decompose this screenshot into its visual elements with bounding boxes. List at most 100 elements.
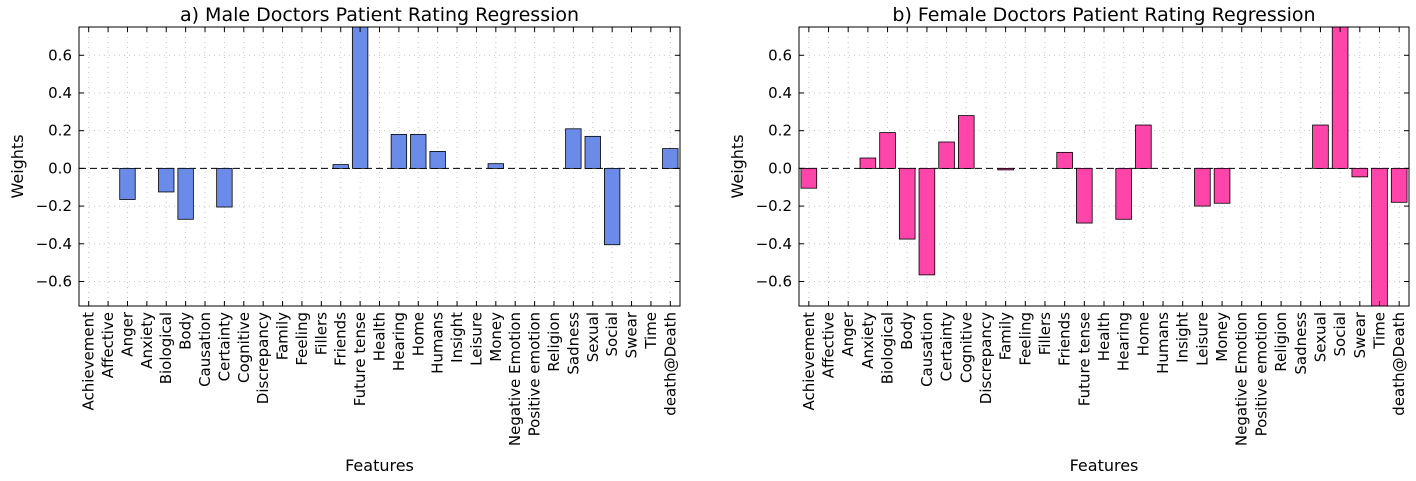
x-tick-label: Cognitive — [235, 312, 253, 383]
x-tick-label: Certainty — [215, 312, 233, 381]
bar-biological — [879, 132, 896, 169]
y-tick-label: 0.4 — [768, 84, 792, 102]
x-tick-label: Biological — [157, 312, 175, 384]
bar-hearing — [390, 134, 408, 169]
x-tick-label: Body — [898, 312, 916, 350]
bar-money — [487, 163, 504, 169]
bar-causation — [918, 167, 936, 276]
y-tick-label: −0.4 — [36, 235, 72, 253]
chart-title: a) Male Doctors Patient Rating Regressio… — [180, 4, 579, 26]
x-tick-label: Biological — [879, 312, 897, 384]
x-tick-label: Negative Emotion — [1233, 312, 1251, 446]
x-tick-label: Money — [1213, 312, 1231, 362]
bar-family — [997, 167, 1014, 171]
bar-sexual — [584, 135, 601, 169]
x-tick-label: Anxiety — [138, 312, 156, 369]
bar-certainty — [216, 167, 233, 208]
x-tick-label: Home — [1134, 312, 1152, 356]
x-tick-label: Time — [1370, 312, 1388, 350]
x-tick-label: Achievement — [80, 312, 98, 411]
x-tick-label: Friends — [1056, 312, 1074, 366]
x-tick-label: Negative Emotion — [506, 312, 524, 446]
bar-future-tense — [351, 26, 369, 169]
y-tick-label: −0.6 — [36, 272, 72, 290]
x-tick-label: Friends — [332, 312, 350, 366]
x-tick-label: Positive emotion — [526, 312, 544, 436]
x-tick-label: Family — [997, 312, 1015, 360]
x-tick-label: Swear — [623, 311, 641, 358]
x-tick-label: Future tense — [351, 312, 369, 406]
x-tick-label: Humans — [1154, 312, 1172, 374]
x-tick-label: Health — [1095, 312, 1113, 361]
chart-title: b) Female Doctors Patient Rating Regress… — [892, 4, 1315, 26]
y-tick-label: −0.4 — [756, 235, 792, 253]
x-tick-label: Positive emotion — [1252, 312, 1270, 436]
x-tick-label: Affective — [99, 312, 117, 378]
x-tick-label: Cognitive — [957, 312, 975, 383]
x-tick-label: Anxiety — [859, 312, 877, 369]
bar-death-death — [1390, 167, 1408, 203]
x-tick-label: death@Death — [1390, 312, 1408, 416]
x-axis-label: Features — [1070, 456, 1139, 475]
x-tick-label: Religion — [1272, 312, 1290, 372]
bar-body — [177, 167, 194, 220]
y-tick-label: 0.2 — [768, 122, 792, 140]
y-tick-label: 0.0 — [768, 159, 792, 177]
bar-friends — [1056, 151, 1073, 169]
chart-female-doctors: −0.6 −0.4 −0.2 0.0 0.2 0.4 0.6 Achievement Affec… — [728, 4, 1410, 475]
bar-social — [1331, 26, 1349, 169]
x-tick-label: Feeling — [293, 312, 311, 366]
x-tick-label: Achievement — [800, 312, 818, 411]
bar-leisure — [1194, 167, 1211, 207]
x-tick-label: Discrepancy — [977, 312, 995, 404]
x-tick-label: Sadness — [564, 312, 582, 375]
x-tick-label: Money — [487, 312, 505, 362]
x-tick-label: Time — [642, 312, 660, 350]
x-tick-label: Fillers — [1036, 312, 1054, 355]
x-tick-label: death@Death — [661, 312, 679, 416]
y-axis-label: Weights — [728, 134, 747, 198]
bar-social — [603, 167, 621, 246]
x-tick-label: Anger — [839, 311, 857, 357]
x-tick-label: Hearing — [1115, 312, 1133, 371]
y-tick-label: −0.2 — [756, 197, 792, 215]
x-tick-label: Sadness — [1292, 312, 1310, 375]
bar-home — [1135, 124, 1152, 169]
bar-cognitive — [957, 115, 975, 169]
x-tick-label: Swear — [1351, 311, 1369, 358]
x-tick-label: Hearing — [390, 312, 408, 371]
bar-sadness — [565, 128, 582, 169]
x-tick-label: Certainty — [938, 312, 956, 381]
x-tick-label: Body — [177, 312, 195, 350]
x-axis-label: Features — [345, 456, 414, 475]
x-tick-label: Social — [1331, 312, 1349, 356]
bar-home — [410, 134, 427, 169]
y-tick-label: 0.2 — [48, 122, 72, 140]
chart-male-doctors: −0.6 −0.4 −0.2 0.0 0.2 0.4 0.6 Achievement Affec… — [8, 4, 681, 475]
bar-certainty — [938, 141, 955, 169]
y-tick-label: 0.0 — [48, 159, 72, 177]
x-tick-label: Home — [409, 312, 427, 356]
bar-achievement — [800, 167, 818, 189]
x-tick-label: Affective — [820, 312, 838, 378]
x-tick-label: Insight — [448, 312, 466, 363]
y-tick-label: 0.4 — [48, 84, 72, 102]
bar-body — [898, 167, 916, 240]
x-tick-label: Causation — [196, 312, 214, 387]
x-tick-label: Future tense — [1075, 312, 1093, 406]
bar-humans — [429, 151, 446, 169]
bar-anxiety — [859, 157, 877, 169]
bar-sexual — [1312, 124, 1329, 169]
bar-swear — [1351, 167, 1369, 178]
bar-friends — [332, 164, 349, 169]
x-tick-label: Discrepancy — [254, 312, 272, 404]
x-tick-label: Leisure — [467, 312, 485, 366]
bar-hearing — [1115, 167, 1132, 220]
x-tick-label: Causation — [918, 312, 936, 387]
x-tick-label: Humans — [429, 312, 447, 374]
x-tick-label: Leisure — [1193, 312, 1211, 366]
y-tick-label: 0.6 — [48, 46, 72, 64]
x-tick-label: Social — [603, 312, 621, 356]
x-tick-label: Insight — [1174, 312, 1192, 363]
